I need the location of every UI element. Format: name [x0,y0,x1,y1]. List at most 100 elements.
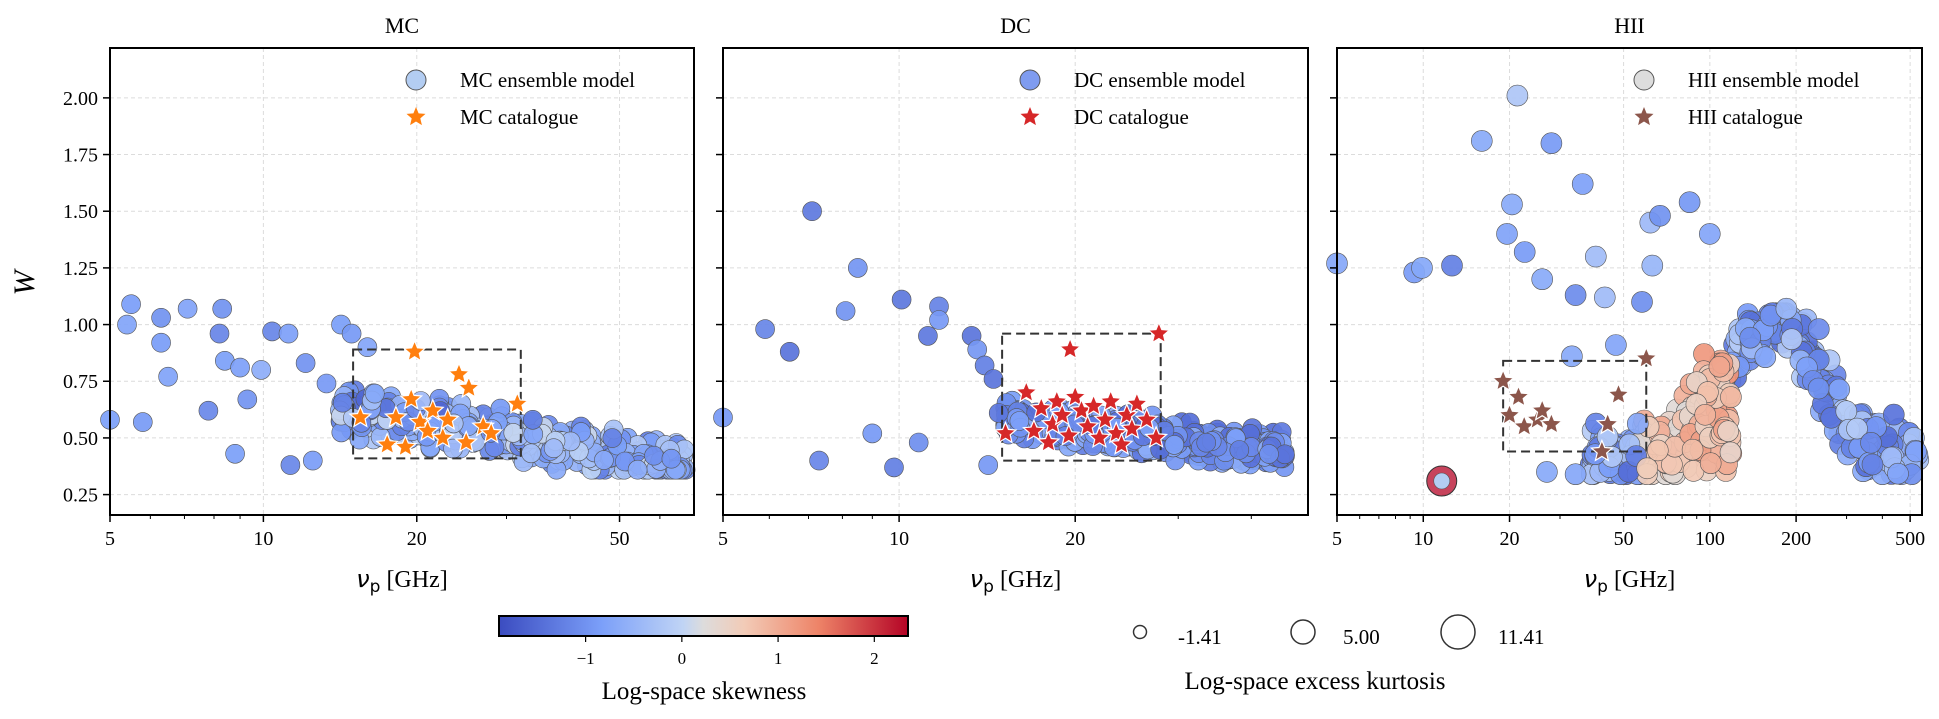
y-tick-label: 0.75 [63,371,98,393]
ensemble-point [1719,441,1742,464]
catalogue-star [454,429,479,453]
catalogue-stars [993,321,1171,455]
ensemble-point [1775,297,1798,320]
colorbar-gradient [498,615,909,637]
colorbar-tick-label: 0 [678,649,687,668]
colorbar-ticks: −1 0 1 2 [577,636,879,668]
catalogue-star [383,404,408,428]
catalogue-star [479,420,504,444]
ensemble-point [212,298,232,319]
ensemble-point [627,459,648,480]
ensemble-points [100,294,696,480]
catalogue-star [1050,402,1075,426]
catalogue-star [993,420,1018,444]
catalogue-star [1606,382,1631,405]
size-legend-marker-large [1440,614,1476,650]
ensemble-point [1259,444,1279,464]
size-legend-marker-medium [1290,619,1316,645]
x-tick-label: 50 [610,528,630,550]
x-tick-label: 10 [1413,528,1433,550]
catalogue-star [375,432,400,455]
panel-dc: 5 10 20 DC νp [GHz] DC ensemble model DC c… [713,13,1309,597]
colorbar: −1 0 1 2 Log-space skewness [498,615,909,705]
ensemble-point [177,298,198,319]
ensemble-point [1678,191,1701,213]
catalogue-star [1093,407,1118,430]
catalogue-star [1029,395,1054,419]
ensemble-point [121,294,141,315]
ensemble-point [1708,355,1731,378]
catalogue-star [1634,346,1659,369]
ensemble-point [251,360,272,380]
catalogue-star [1144,425,1169,449]
legend-catalogue-label: HII catalogue [1688,105,1803,129]
ensemble-point [908,432,929,453]
legend-ensemble-label: HII ensemble model [1688,68,1860,92]
ensemble-point [1649,205,1671,227]
x-axis-label: νp [GHz] [356,565,448,597]
ensemble-point [1754,346,1777,369]
catalogue-star [447,361,471,385]
panel-title: MC [385,13,419,38]
axes-frame [722,47,1309,516]
ensemble-point [158,366,178,387]
ensemble-point [1561,345,1583,368]
x-tick-label: 5 [105,528,115,550]
x-tick-label: 500 [1895,528,1925,550]
ensemble-point [1540,132,1563,154]
ensemble-point [237,389,258,410]
y-tick-label: 1.25 [63,258,98,280]
ensemble-point [1739,326,1761,349]
y-tick-label: 0.25 [63,485,98,507]
ensemble-point [1647,439,1669,462]
legend-catalogue-label: DC catalogue [1074,105,1189,129]
ensemble-point [133,412,153,432]
x-tick-label: 10 [253,528,273,550]
y-tick-label: 2.00 [63,88,98,110]
ensemble-point [1828,378,1850,401]
size-legend-title: Log-space excess kurtosis [1184,668,1445,695]
x-tick-label: 100 [1695,528,1725,550]
ensemble-point [357,337,378,358]
catalogue-star [1081,393,1106,417]
colorbar-tick-label: −1 [577,649,595,668]
catalogue-star [399,386,424,410]
ensemble-point [1780,328,1803,351]
catalogue-star [456,375,481,399]
legend-ensemble-label: MC ensemble model [460,68,635,92]
ensemble-point [978,455,999,475]
x-tick-label: 20 [1500,528,1520,550]
ensemble-point [1699,452,1722,475]
catalogue-star [1491,368,1516,392]
x-axis-label: νp [GHz] [1584,565,1676,597]
axis-ticks: 5 10 20 50 0.25 0.50 0.75 1.00 1.25 1.50 1.75 2.00 [63,88,661,550]
axis-ticks: 5 10 20 [716,97,1252,550]
catalogue-star [1119,416,1144,440]
catalogue-star [1087,425,1112,449]
ensemble-point [1585,245,1607,268]
ensemble-point [1441,254,1463,277]
catalogue-star [1075,414,1100,437]
catalogue-star [1014,380,1039,403]
panel-mc: 5 10 20 500.250.500.751.001.251.501.752.00 … [63,13,696,597]
ensemble-point [929,310,949,330]
catalogue-star [1497,402,1522,426]
ensemble-point [1496,223,1518,245]
size-legend-label-large: 11.41 [1498,625,1544,649]
legend-ensemble-label: DC ensemble model [1074,68,1246,92]
catalogue-star [1056,423,1081,446]
catalogue-star [348,404,373,428]
ensemble-point [884,457,904,478]
selection-box [1001,332,1162,462]
ensemble-point [1471,130,1493,152]
ensemble-point [779,341,800,362]
axis-ticks: 5 10 20 50 100 200 500 [1330,97,1925,550]
ensemble-point [1009,411,1030,431]
ensemble-point [1681,438,1704,461]
legend-catalogue-star [1634,107,1654,126]
ensemble-point [862,423,883,444]
ensemble-point [1883,403,1905,426]
catalogue-star [1530,398,1555,421]
x-tick-label: 5 [718,528,728,550]
